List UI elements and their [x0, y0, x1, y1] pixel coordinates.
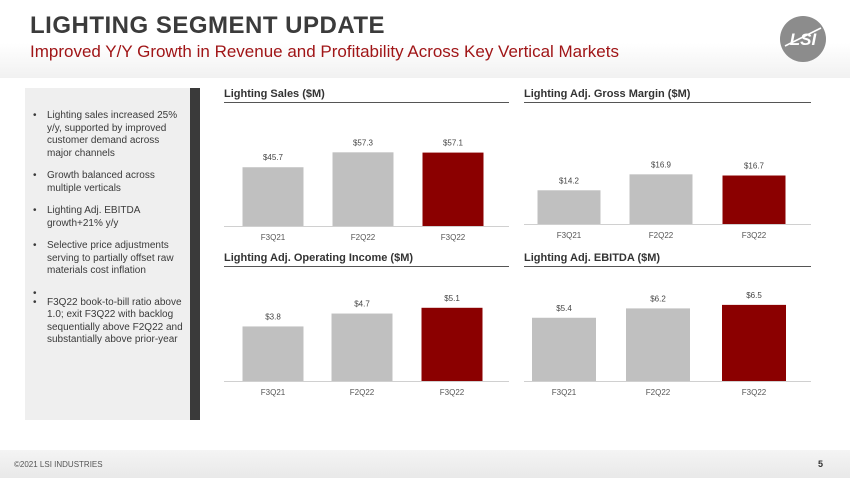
data-label: $57.1 — [443, 139, 464, 148]
bar-f3q22 — [722, 304, 786, 381]
footer-band — [0, 450, 850, 478]
bar-f2q22 — [626, 308, 690, 381]
chart-title: Lighting Sales ($M) — [224, 88, 325, 100]
x-tick-label: F2Q22 — [350, 388, 375, 397]
bullet-price-adjustments: Selective price adjustments serving to p… — [33, 240, 185, 278]
x-tick-label: F3Q22 — [441, 233, 466, 242]
lsi-logo-icon: LSI — [780, 16, 826, 62]
bar-f2q22 — [629, 174, 693, 224]
data-label: $14.2 — [559, 176, 580, 185]
bar-f3q21 — [532, 317, 596, 381]
bar-f2q22 — [332, 152, 394, 226]
chart-lighting-sales: Lighting Sales ($M) $45.7 F3Q21 $57.3 F2Q22… — [224, 88, 509, 243]
bullet-balanced-growth: Growth balanced across multiple vertical… — [33, 170, 185, 195]
bullet-book-to-bill: F3Q22 book-to-bill ratio above 1.0; exit… — [33, 297, 185, 347]
chart-title: Lighting Adj. Gross Margin ($M) — [524, 88, 691, 100]
page-subtitle: Improved Y/Y Growth in Revenue and Profi… — [30, 42, 619, 61]
chart-title-rule — [524, 266, 811, 267]
sidebar-accent-bar — [190, 88, 200, 420]
chart-gross-margin: Lighting Adj. Gross Margin ($M) $14.2 F3Q… — [524, 88, 811, 243]
bar-f3q22 — [722, 175, 786, 224]
chart-plot: $45.7 F3Q21 $57.3 F2Q22 $57.1 F3Q22 — [224, 138, 509, 242]
x-tick-label: F2Q22 — [351, 233, 376, 242]
x-tick-label: F3Q21 — [552, 388, 577, 397]
data-label: $3.8 — [265, 312, 281, 321]
logo-text: LSI — [790, 30, 818, 49]
x-tick-label: F3Q22 — [742, 231, 767, 240]
bullet-sales-growth: Lighting sales increased 25% y/y, suppor… — [33, 110, 185, 160]
bar-f3q21 — [242, 326, 304, 381]
chart-plot: $3.8 F3Q21 $4.7 F2Q22 $5.1 F3Q22 — [224, 294, 509, 397]
x-tick-label: F3Q21 — [261, 233, 286, 242]
data-label: $5.4 — [556, 304, 572, 313]
bullet-empty — [33, 288, 185, 301]
bar-f3q21 — [242, 167, 304, 226]
data-label: $6.5 — [746, 291, 762, 300]
data-label: $45.7 — [263, 153, 284, 162]
x-tick-label: F3Q21 — [261, 388, 286, 397]
data-label: $57.3 — [353, 138, 374, 147]
x-tick-label: F3Q22 — [742, 388, 767, 397]
chart-operating-income: Lighting Adj. Operating Income ($M) $3.8… — [224, 252, 509, 402]
data-label: $16.7 — [744, 162, 765, 171]
chart-plot: $14.2 F3Q21 $16.9 F2Q22 $16.7 F3Q22 — [524, 160, 811, 240]
bar-f3q21 — [537, 190, 601, 224]
chart-title-rule — [224, 266, 509, 267]
x-tick-label: F3Q22 — [440, 388, 465, 397]
page-number: 5 — [818, 459, 824, 469]
chart-title-rule — [524, 102, 811, 103]
bar-f3q22 — [421, 307, 483, 381]
chart-title: Lighting Adj. Operating Income ($M) — [224, 252, 414, 264]
data-label: $6.2 — [650, 294, 666, 303]
bar-f3q22 — [422, 152, 484, 226]
x-tick-label: F2Q22 — [646, 388, 671, 397]
data-label: $5.1 — [444, 294, 460, 303]
bullet-ebitda-growth: Lighting Adj. EBITDA growth+21% y/y — [33, 205, 185, 230]
chart-title-rule — [224, 102, 509, 103]
footer-copyright: ©2021 LSI INDUSTRIES — [14, 460, 103, 469]
x-tick-label: F2Q22 — [649, 231, 674, 240]
header-band — [0, 0, 850, 78]
chart-title: Lighting Adj. EBITDA ($M) — [524, 252, 661, 264]
highlights-list: Lighting sales increased 25% y/y, suppor… — [33, 110, 185, 357]
x-tick-label: F3Q21 — [557, 231, 582, 240]
data-label: $16.9 — [651, 160, 672, 169]
chart-plot: $5.4 F3Q21 $6.2 F2Q22 $6.5 F3Q22 — [524, 291, 811, 397]
data-label: $4.7 — [354, 300, 370, 309]
bar-f2q22 — [331, 313, 393, 381]
chart-adj-ebitda: Lighting Adj. EBITDA ($M) $5.4 F3Q21 $6.2 F… — [524, 252, 811, 402]
page-title: LIGHTING SEGMENT UPDATE — [30, 12, 386, 39]
